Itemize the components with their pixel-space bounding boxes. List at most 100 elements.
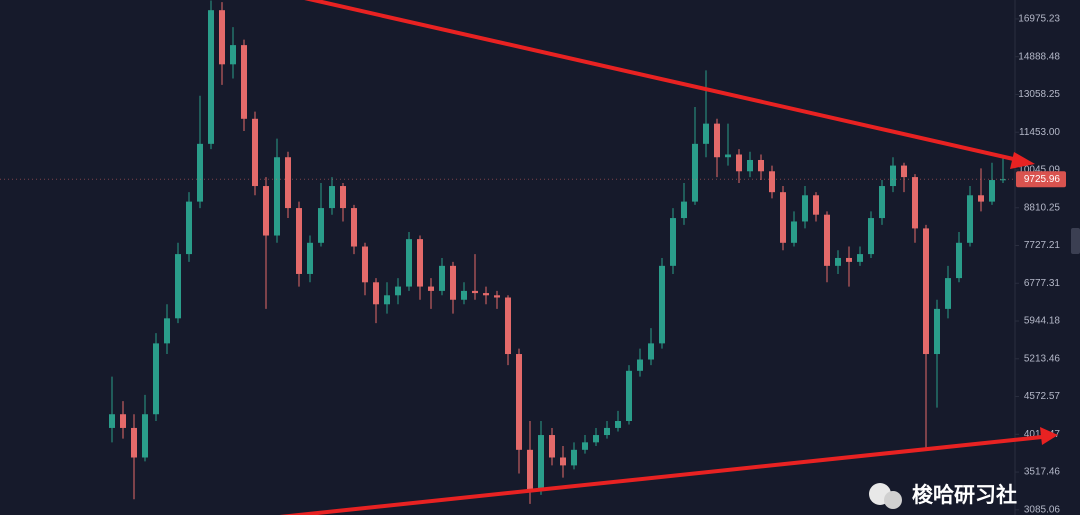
candle-body xyxy=(549,435,555,458)
arrow-head xyxy=(1040,427,1058,445)
candle-body xyxy=(120,414,126,428)
candle-body xyxy=(406,239,412,287)
candle-body xyxy=(780,192,786,243)
candle-body xyxy=(131,427,137,458)
candle-body xyxy=(494,295,500,298)
candle-body xyxy=(285,157,291,209)
candle-body xyxy=(626,370,632,422)
candle-body xyxy=(351,208,357,247)
y-tick-label: 5213.46 xyxy=(1024,353,1061,364)
y-tick-label: 4572.57 xyxy=(1024,391,1061,402)
candle-body xyxy=(890,165,896,187)
candle-body xyxy=(373,282,379,305)
y-tick-label: 3517.46 xyxy=(1024,467,1061,478)
y-tick-label: 13058.25 xyxy=(1018,89,1060,100)
candle-body xyxy=(175,254,181,319)
candle-body xyxy=(1000,179,1006,181)
arrow-head xyxy=(1010,152,1035,169)
candle-body xyxy=(857,254,863,262)
y-tick-label: 7727.21 xyxy=(1024,240,1061,251)
candle-body xyxy=(791,221,797,243)
candle-body xyxy=(241,45,247,119)
candle-body xyxy=(329,186,335,209)
candle-body xyxy=(923,228,929,355)
candle-body xyxy=(615,421,621,428)
candle-body xyxy=(307,242,313,274)
candle-body xyxy=(637,359,643,371)
candle-body xyxy=(582,442,588,450)
candle-body xyxy=(879,186,885,219)
candle-body xyxy=(538,435,544,491)
candle-body xyxy=(472,290,478,294)
price-marker-label: 9725.96 xyxy=(1024,174,1061,185)
candle-body xyxy=(384,295,390,305)
candle-body xyxy=(824,214,830,266)
candle-body xyxy=(747,159,753,172)
watermark-text: 梭哈研习社 xyxy=(912,483,1017,507)
candle-body xyxy=(670,218,676,266)
candle-body xyxy=(153,343,159,415)
candle-body xyxy=(208,10,214,144)
candle-body xyxy=(802,195,808,222)
y-tick-label: 10045.09 xyxy=(1018,165,1060,176)
lower-trend-line xyxy=(279,435,1043,515)
candle-body xyxy=(395,286,401,296)
candle-body xyxy=(362,246,368,283)
candle-body xyxy=(703,123,709,144)
candle-body xyxy=(813,195,819,215)
watermark: 梭哈研习社 xyxy=(869,483,1017,509)
candle-body xyxy=(967,195,973,243)
candle-body xyxy=(186,201,192,255)
y-tick-label: 16975.23 xyxy=(1018,14,1060,25)
wechat-icon xyxy=(884,491,902,509)
candle-body xyxy=(450,265,456,300)
candle-body xyxy=(681,201,687,219)
candle-body xyxy=(989,180,995,202)
price-marker-box xyxy=(1016,171,1066,188)
y-tick-label: 8810.25 xyxy=(1024,202,1061,213)
candle-body xyxy=(571,449,577,466)
candle-body xyxy=(912,177,918,229)
candle-body xyxy=(868,218,874,255)
candle-body xyxy=(164,318,170,344)
candle-body xyxy=(197,143,203,202)
candle-body xyxy=(318,208,324,243)
candle-body xyxy=(934,308,940,355)
trend-lines xyxy=(279,0,1058,515)
y-tick-label: 5944.18 xyxy=(1024,316,1061,327)
y-tick-label: 11453.00 xyxy=(1019,127,1060,138)
candle-body xyxy=(527,449,533,491)
candle-body xyxy=(604,427,610,436)
candle-body xyxy=(505,297,511,355)
candle-body xyxy=(659,265,665,344)
candle-body xyxy=(725,154,731,158)
candle-body xyxy=(219,10,225,65)
candle-body xyxy=(142,414,148,458)
candle-body xyxy=(835,257,841,266)
candle-body xyxy=(560,457,566,466)
candle-body xyxy=(230,45,236,65)
candle-body xyxy=(978,195,984,202)
candle-body xyxy=(461,290,467,300)
candle-body xyxy=(648,343,654,360)
y-tick-label: 3085.06 xyxy=(1024,504,1061,515)
candle-body xyxy=(758,159,764,172)
candles xyxy=(0,0,1015,504)
candle-body xyxy=(439,265,445,291)
candle-body xyxy=(109,414,115,428)
y-tick-label: 6777.31 xyxy=(1024,278,1061,289)
candle-body xyxy=(901,165,907,178)
candle-body xyxy=(340,186,346,209)
candle-body xyxy=(945,278,951,309)
candle-body xyxy=(428,286,434,291)
candle-body xyxy=(263,186,269,236)
candle-body xyxy=(252,118,258,187)
candle-body xyxy=(846,257,852,262)
scroll-handle xyxy=(1071,228,1080,254)
y-tick-label: 14888.48 xyxy=(1018,51,1060,62)
candle-body xyxy=(483,293,489,296)
candle-body xyxy=(296,208,302,274)
candle-body xyxy=(956,242,962,279)
candle-body xyxy=(516,354,522,450)
